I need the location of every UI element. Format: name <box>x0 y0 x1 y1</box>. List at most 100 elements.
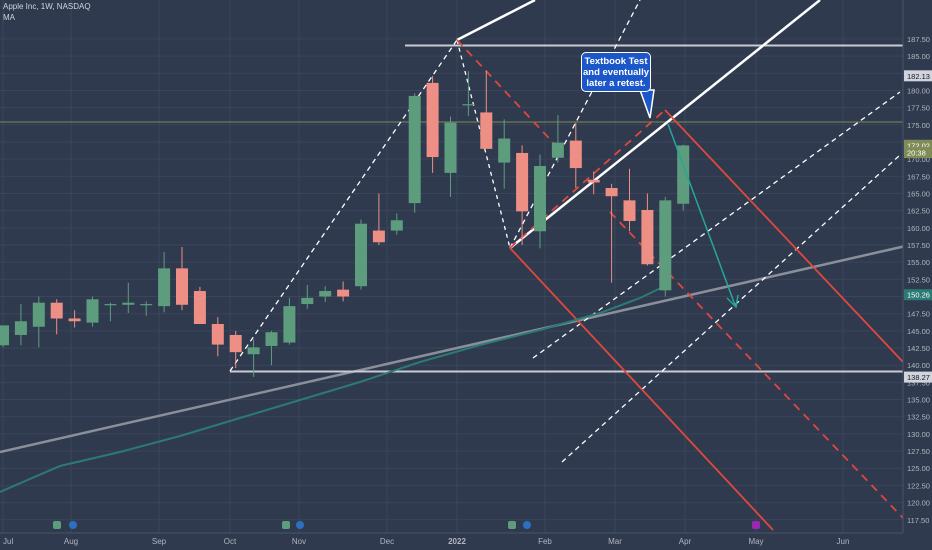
candle[interactable] <box>587 171 600 195</box>
y-tick-label: 145.00 <box>907 327 930 336</box>
candle-body <box>426 82 439 158</box>
white-channel-lower-dashed[interactable] <box>229 39 458 372</box>
candle[interactable] <box>569 122 582 188</box>
candle-body <box>623 200 636 221</box>
candle[interactable] <box>408 93 421 213</box>
candle[interactable] <box>551 115 564 163</box>
candle[interactable] <box>641 193 654 266</box>
y-tick-label: 132.50 <box>907 413 930 422</box>
candle[interactable] <box>534 154 546 249</box>
candle[interactable] <box>193 286 206 324</box>
y-tick-label: 140.00 <box>907 361 930 370</box>
candle[interactable] <box>0 325 9 348</box>
candle[interactable] <box>301 284 314 309</box>
candle[interactable] <box>211 317 224 357</box>
candle[interactable] <box>516 145 529 245</box>
x-tick-label: Feb <box>538 537 552 546</box>
candle[interactable] <box>50 299 63 335</box>
candle-body <box>462 104 475 106</box>
candle[interactable] <box>86 296 99 327</box>
candle[interactable] <box>32 296 45 348</box>
time-axis[interactable]: Jul Aug Sep Oct Nov Dec 2022 Feb Mar Apr May Jun <box>3 537 849 546</box>
candle[interactable] <box>480 70 493 149</box>
white-channel-upper[interactable] <box>456 0 536 42</box>
candle[interactable] <box>426 76 439 173</box>
x-tick-label: Aug <box>64 537 78 546</box>
white-channel-main[interactable] <box>509 0 821 249</box>
long-term-trendline[interactable] <box>0 238 932 454</box>
callout-line-2: and eventually <box>583 67 649 78</box>
price-label: 150.26 <box>907 291 930 300</box>
indicator-label[interactable]: MA <box>3 13 15 22</box>
candle[interactable] <box>462 71 475 116</box>
red-channel-lower[interactable] <box>509 247 774 531</box>
y-tick-label: 167.50 <box>907 172 930 181</box>
y-tick-label: 130.00 <box>907 430 930 439</box>
price-label: 138.27 <box>907 373 930 382</box>
candle[interactable] <box>677 144 690 211</box>
moving-average-line <box>0 285 666 493</box>
red-channel-upper[interactable] <box>664 109 904 363</box>
candle[interactable] <box>444 116 457 197</box>
callout-note[interactable]: Textbook Test and eventually later a ret… <box>581 52 651 92</box>
y-tick-label: 135.00 <box>907 396 930 405</box>
earnings-marker-oct[interactable] <box>282 521 290 529</box>
time-axis-background <box>0 533 932 550</box>
candle[interactable] <box>605 183 618 283</box>
candle[interactable] <box>498 119 511 189</box>
earnings-marker-jan[interactable] <box>508 521 516 529</box>
red-anchor-dashed[interactable] <box>456 39 561 151</box>
candle[interactable] <box>229 330 242 368</box>
candle-body <box>551 142 564 158</box>
x-tick-label: May <box>748 537 763 546</box>
dividend-marker-jul[interactable] <box>69 521 77 529</box>
candle[interactable] <box>390 213 403 235</box>
candle[interactable] <box>337 281 350 302</box>
candle-body <box>569 140 582 169</box>
y-tick-label: 160.00 <box>907 224 930 233</box>
y-tick-label: 137.50 <box>907 378 930 387</box>
candle[interactable] <box>265 330 278 366</box>
candle[interactable] <box>319 286 332 303</box>
white-channel-parallel-2[interactable] <box>561 154 901 463</box>
symbol-title[interactable]: Apple Inc, 1W, NASDAQ <box>3 2 91 11</box>
y-tick-label: 125.00 <box>907 464 930 473</box>
earnings-marker-jul[interactable] <box>53 521 61 529</box>
x-tick-label: Jun <box>837 537 850 546</box>
candle[interactable] <box>158 251 171 313</box>
white-channel-mid-dashed[interactable] <box>509 0 641 249</box>
dividend-marker-jan[interactable] <box>523 521 531 529</box>
y-tick-label: 187.50 <box>907 35 930 44</box>
candle[interactable] <box>14 304 27 346</box>
y-tick-label: 175.00 <box>907 121 930 130</box>
candle-body <box>337 289 350 297</box>
candle[interactable] <box>247 339 260 377</box>
candle-body <box>14 321 27 335</box>
candle[interactable] <box>623 168 636 232</box>
candle[interactable] <box>122 282 135 314</box>
candle[interactable] <box>659 196 672 297</box>
price-label-box <box>904 289 932 301</box>
candle-body <box>516 152 529 212</box>
candle-body <box>265 332 278 346</box>
price-axis[interactable]: 187.50185.00182.50180.00177.50175.00172.… <box>907 35 930 525</box>
candle-body <box>605 187 618 197</box>
candle[interactable] <box>355 219 367 290</box>
y-tick-label: 127.50 <box>907 447 930 456</box>
candle[interactable] <box>283 297 296 345</box>
dividend-marker-oct[interactable] <box>296 521 304 529</box>
candle[interactable] <box>140 301 153 316</box>
candle-body <box>659 200 672 291</box>
red-channel-mid-dashed[interactable] <box>609 211 904 519</box>
candle-body <box>408 95 421 204</box>
earnings-marker-apr[interactable] <box>752 521 760 529</box>
candle-body <box>319 291 332 297</box>
candle-body <box>50 302 63 319</box>
candle[interactable] <box>68 310 81 328</box>
price-axis-background <box>903 0 932 550</box>
candle[interactable] <box>104 302 117 322</box>
candle[interactable] <box>372 193 385 245</box>
candle[interactable] <box>176 247 188 311</box>
